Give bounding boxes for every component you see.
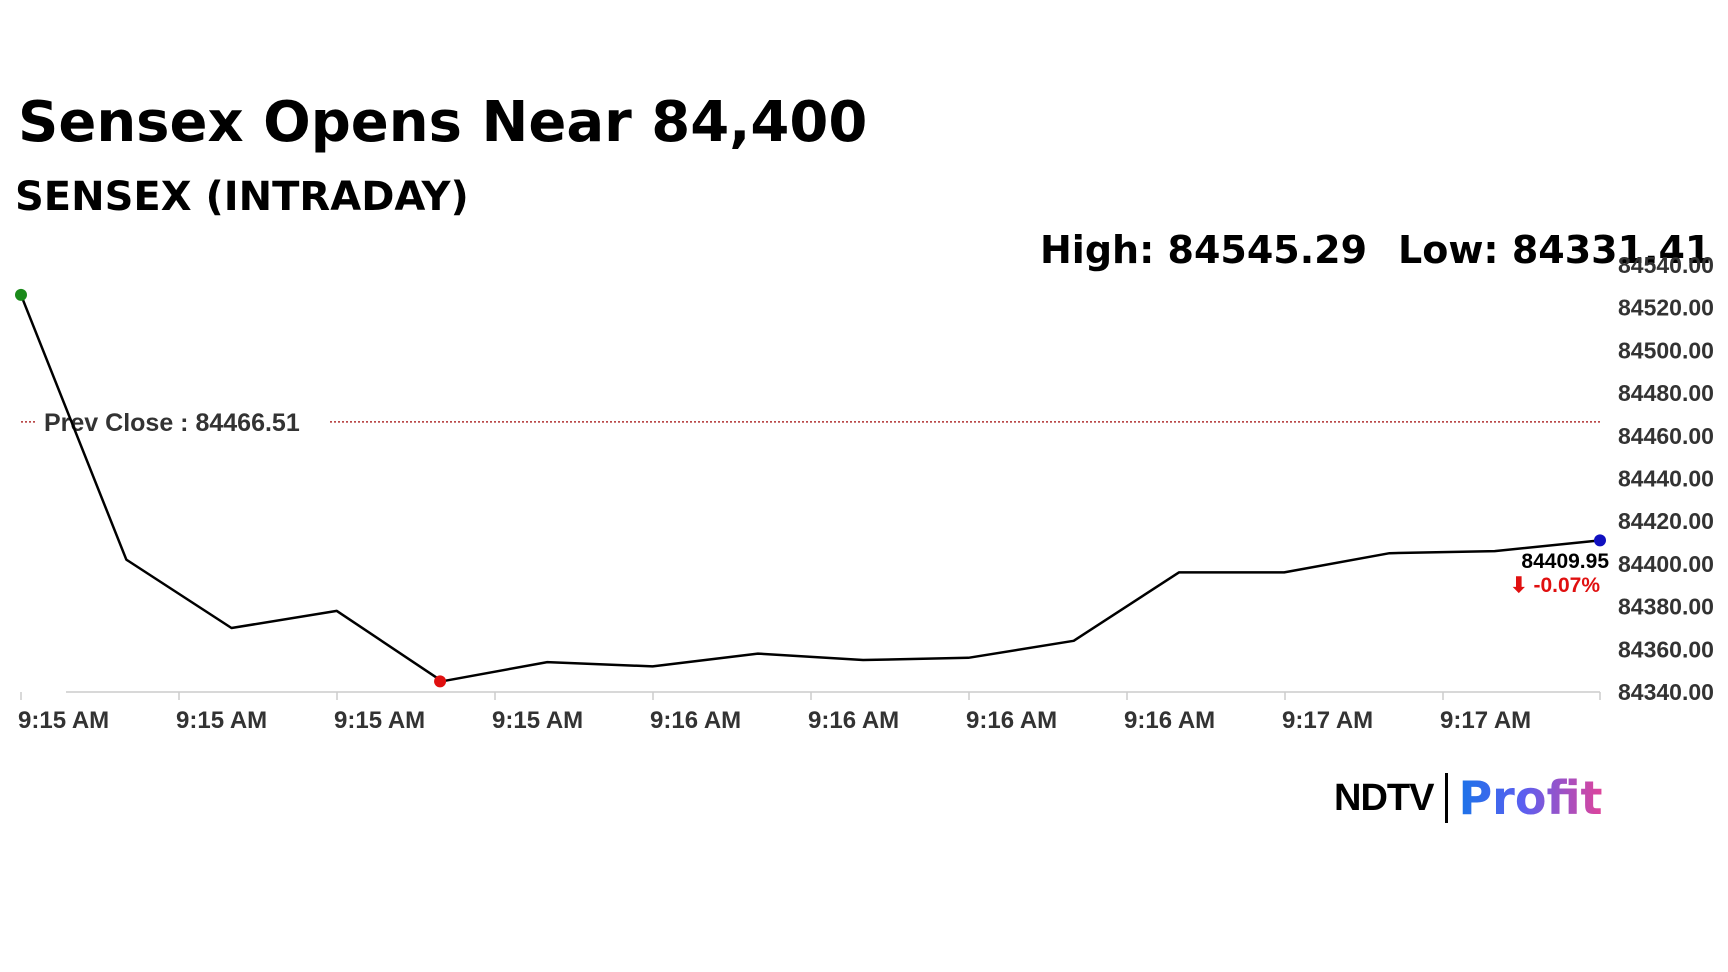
x-tick-label: 9:15 AM	[18, 707, 109, 734]
x-tick-label: 9:15 AM	[176, 707, 267, 734]
y-tick-label: 84500.00	[1618, 337, 1714, 363]
x-tick-label: 9:15 AM	[492, 707, 583, 734]
end-marker	[1594, 534, 1606, 547]
y-tick-label: 84520.00	[1618, 295, 1714, 321]
y-tick-label: 84480.00	[1618, 380, 1714, 406]
x-tick-label: 9:17 AM	[1440, 707, 1531, 734]
chart-subtitle: SENSEX (INTRADAY)	[15, 174, 469, 220]
chart-title: Sensex Opens Near 84,400	[18, 90, 868, 155]
low-marker	[434, 675, 447, 688]
series-path	[19, 294, 1601, 683]
x-axis: 9:15 AM 9:15 AM 9:15 AM 9:15 AM 9:16 AM 9:16 …	[18, 691, 1601, 734]
x-tick-label: 9:16 AM	[808, 707, 899, 734]
prev-close-label: Prev Close : 84466.51	[44, 409, 300, 437]
low-value: Low: 84331.41	[1398, 228, 1712, 272]
start-marker	[15, 288, 27, 301]
logo-ndtv-text: NDTV	[1334, 776, 1434, 819]
y-axis: 84540.00 84520.00 84500.00 84480.00 84460.00…	[1618, 252, 1714, 705]
high-value: High: 84545.29	[1040, 228, 1368, 272]
last-value-labels: 84409.95⬇ -0.07%	[1510, 550, 1609, 597]
x-tick-label: 9:16 AM	[1124, 707, 1215, 734]
x-tick-label: 9:16 AM	[966, 707, 1057, 734]
x-tick-label: 9:15 AM	[334, 707, 425, 734]
y-tick-label: 84420.00	[1618, 508, 1714, 534]
y-tick-label: 84360.00	[1618, 636, 1714, 662]
x-tick-label: 9:17 AM	[1282, 707, 1373, 734]
prev-close-line: Prev Close : 84466.51	[21, 409, 1600, 437]
logo-profit-text: Profit	[1458, 771, 1603, 825]
y-tick-label: 84380.00	[1618, 594, 1714, 620]
y-tick-label: 84400.00	[1618, 551, 1714, 577]
ndtv-profit-logo: NDTV Profit	[1334, 770, 1603, 826]
logo-separator	[1445, 773, 1449, 823]
y-tick-label: 84460.00	[1618, 423, 1714, 449]
y-tick-label: 84340.00	[1618, 679, 1714, 705]
series-line	[19, 294, 1601, 683]
change-label: ⬇ -0.07%	[1510, 574, 1600, 597]
last-value-label: 84409.95	[1521, 550, 1609, 573]
y-tick-label: 84440.00	[1618, 466, 1714, 492]
x-tick-label: 9:16 AM	[650, 707, 741, 734]
y-tick-label: 84540.00	[1618, 252, 1714, 278]
markers	[15, 288, 1606, 688]
